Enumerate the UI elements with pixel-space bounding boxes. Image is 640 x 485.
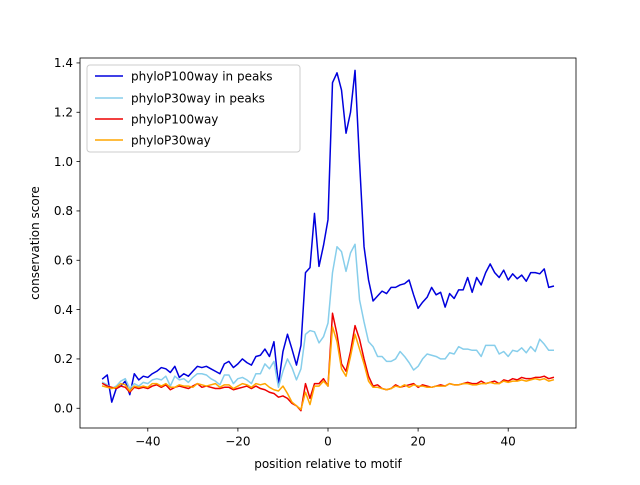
series-layer: [101, 69, 555, 412]
legend-label-2: phyloP100way: [131, 113, 218, 127]
x-tick-label: 20: [410, 435, 425, 449]
y-tick-label: 1.0: [54, 155, 73, 169]
legend: phyloP100way in peaks phyloP30way in pea…: [86, 64, 301, 153]
y-tick-label: 0.8: [54, 204, 73, 218]
x-tick-label: −20: [225, 435, 250, 449]
x-tick-label: 0: [324, 435, 332, 449]
series-line-3: [101, 326, 555, 411]
legend-label-1: phyloP30way in peaks: [131, 92, 265, 106]
legend-label-3: phyloP30way: [131, 134, 211, 148]
y-tick-label: 0.6: [54, 254, 73, 268]
y-tick-label: 1.2: [54, 106, 73, 120]
y-tick-label: 1.4: [54, 56, 73, 70]
ticks-layer: −40 −20 0 20 40 0.0 0.2 0.4 0.6 0.8 1.0 1.2 1.4: [54, 56, 516, 448]
legend-label-0: phyloP100way in peaks: [131, 70, 273, 84]
x-tick-label: 40: [501, 435, 516, 449]
series-line-0: [101, 69, 555, 403]
y-tick-label: 0.2: [54, 352, 73, 366]
legend-box: [86, 64, 301, 153]
x-axis-label: position relative to motif: [254, 457, 402, 471]
series-line-1: [101, 243, 554, 390]
x-tick-label: −40: [135, 435, 160, 449]
y-tick-label: 0.4: [54, 303, 73, 317]
y-tick-label: 0.0: [54, 402, 73, 416]
y-axis-label: conservation score: [28, 186, 42, 300]
